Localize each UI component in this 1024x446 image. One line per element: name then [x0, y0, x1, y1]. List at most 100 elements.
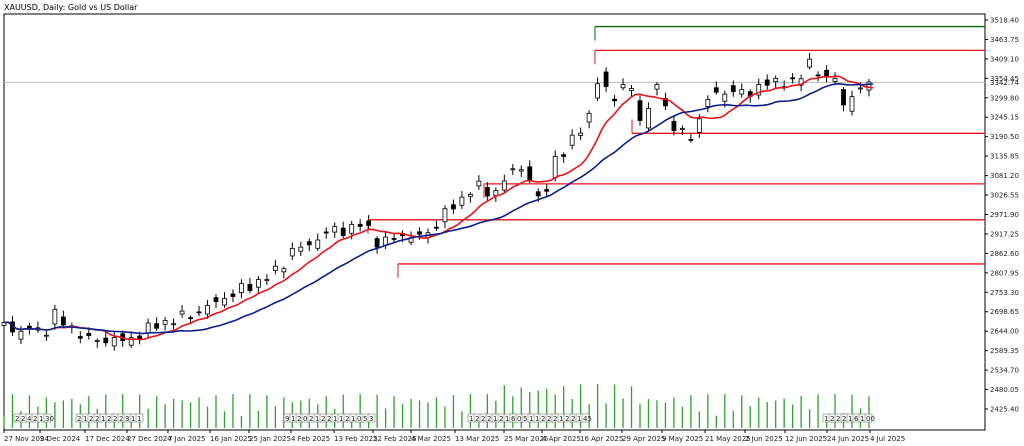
- y-tick-label: 3354.45: [990, 75, 1019, 83]
- volume-time-label: 1: [505, 415, 509, 423]
- volume-time-label: 40: [27, 415, 36, 423]
- volume-time-label: 21: [77, 415, 86, 423]
- y-tick-label: 2917.25: [990, 230, 1019, 238]
- volume-time-box: [581, 413, 590, 423]
- y-tick-label: 3299.80: [990, 94, 1019, 102]
- candle: [205, 305, 210, 315]
- volume-time-label: 1: [101, 415, 105, 423]
- candle: [484, 187, 490, 197]
- volume-time-label: 0: [517, 415, 521, 423]
- candle: [230, 293, 236, 297]
- volume-time-label: 2: [309, 415, 313, 423]
- candle: [713, 87, 719, 93]
- candle: [272, 265, 278, 271]
- x-tick-label: 27 Dec 2024: [127, 435, 172, 443]
- x-tick-label: 2 Jun 2025: [745, 435, 783, 443]
- candle: [535, 191, 541, 197]
- x-tick-label: 12 Jun 2025: [785, 435, 827, 443]
- candle: [239, 283, 244, 293]
- candle: [60, 316, 66, 326]
- volume-time-label: 10: [39, 415, 48, 423]
- x-tick-label: 4 Jul 2025: [870, 435, 905, 443]
- y-tick-label: 3463.75: [990, 36, 1019, 44]
- volume-time-label: 10: [83, 415, 92, 423]
- candle: [137, 335, 143, 340]
- candle: [841, 89, 846, 106]
- candle: [586, 112, 592, 123]
- candle: [264, 279, 270, 281]
- y-tick-label: 2971.90: [990, 211, 1019, 219]
- candle: [298, 246, 304, 252]
- candle: [391, 238, 397, 240]
- volume-time-label: 1: [351, 415, 355, 423]
- candle: [866, 81, 872, 91]
- x-tick-label: 16 Jan 2025: [210, 435, 252, 443]
- candle: [688, 138, 694, 141]
- candle: [77, 336, 83, 339]
- candle: [111, 337, 117, 347]
- y-tick-label: 2807.95: [990, 269, 1019, 277]
- y-tick-label: 2698.65: [990, 308, 1019, 316]
- candle: [527, 166, 533, 182]
- candle: [790, 77, 796, 80]
- candle: [442, 208, 448, 223]
- candle: [858, 87, 863, 90]
- candle: [86, 332, 92, 336]
- volume-time-label: 00: [866, 415, 875, 423]
- volume-time-label: 20: [565, 415, 574, 423]
- candle: [44, 334, 49, 337]
- candle: [467, 193, 473, 197]
- x-tick-label: 4 Apr 2025: [542, 435, 581, 443]
- candle: [501, 180, 507, 191]
- y-tick-label: 3135.85: [990, 153, 1019, 161]
- candle: [213, 297, 219, 303]
- volume-time-label: 2: [119, 415, 123, 423]
- candle: [94, 340, 100, 342]
- candle: [162, 320, 168, 325]
- volume-time-label: 1: [535, 415, 539, 423]
- candle: [417, 231, 422, 235]
- candle: [366, 220, 372, 226]
- y-tick-label: 3026.55: [990, 192, 1019, 200]
- volume-time-label: 2: [475, 415, 479, 423]
- candle: [349, 223, 355, 234]
- volume-time-label: 3: [369, 415, 373, 423]
- candle: [696, 118, 702, 133]
- x-tick-label: 24 Jun 2025: [827, 435, 869, 443]
- candle: [289, 247, 295, 257]
- volume-time-label: 2: [842, 415, 846, 423]
- volume-time-label: 1: [339, 415, 343, 423]
- volume-time-label: 2: [553, 415, 557, 423]
- x-tick-label: 9 Dec 2024: [40, 435, 81, 443]
- candle: [646, 108, 651, 129]
- current-price-label: 3342.74: [990, 79, 1019, 87]
- y-tick-label: 2534.70: [990, 367, 1019, 375]
- chart-title: XAUUSD, Daily: Gold vs US Dollar: [4, 3, 138, 12]
- candle: [595, 83, 600, 99]
- candle: [764, 79, 770, 86]
- y-tick-label: 3245.15: [990, 114, 1019, 122]
- volume-time-label: 6: [511, 415, 516, 423]
- volume-time-label: 17: [860, 415, 869, 423]
- volume-time-label: 6: [854, 415, 859, 423]
- volume-time-label: 1: [333, 415, 337, 423]
- candle: [832, 77, 838, 83]
- candle: [459, 196, 465, 206]
- candle: [154, 323, 160, 329]
- volume-time-label: 2: [830, 415, 834, 423]
- x-tick-label: 16 Apr 2025: [580, 435, 623, 443]
- candle: [849, 96, 855, 112]
- volume-time-label: 9: [285, 415, 289, 423]
- candle: [637, 100, 643, 121]
- candle: [705, 99, 711, 107]
- y-tick-label: 3409.10: [990, 55, 1019, 63]
- candle: [569, 134, 575, 146]
- x-tick-label: 25 Mar 2025: [504, 435, 548, 443]
- volume-time-label: 3: [125, 415, 129, 423]
- x-tick-label: 4 Feb 2025: [291, 435, 330, 443]
- candle: [434, 226, 439, 229]
- volume-time-box: [43, 413, 52, 423]
- volume-time-label: 00: [303, 415, 312, 423]
- volume-time-label: 21: [89, 415, 98, 423]
